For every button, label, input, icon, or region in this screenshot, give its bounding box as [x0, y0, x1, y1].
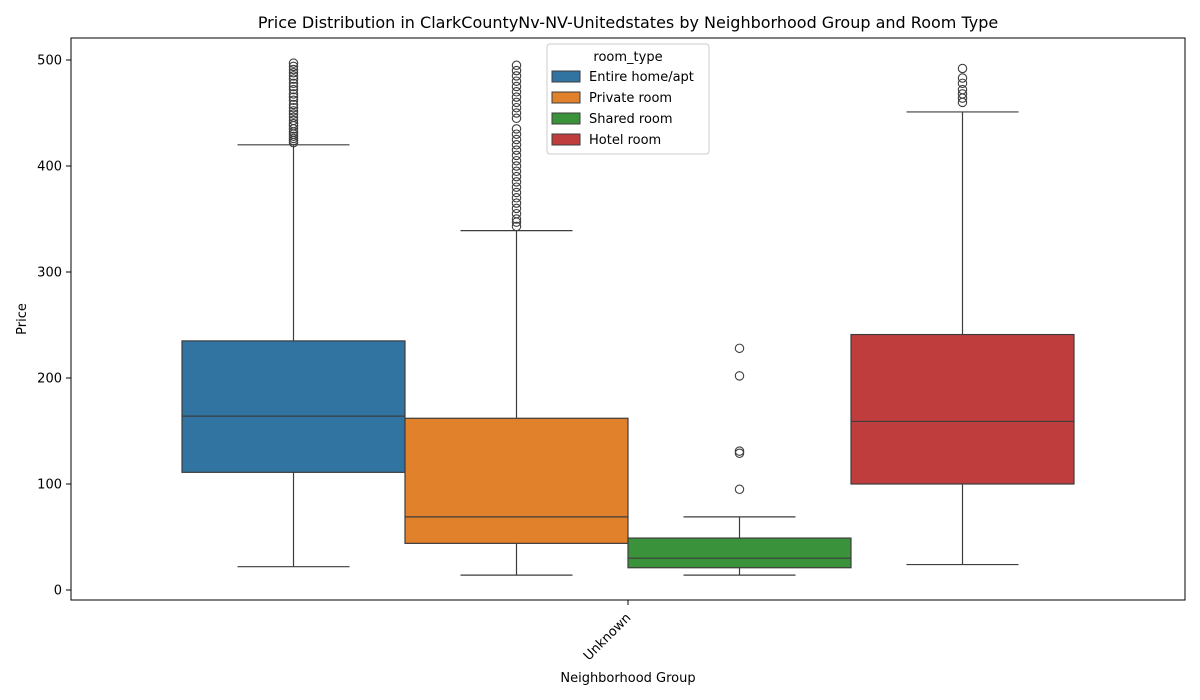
- legend-swatch: [551, 91, 581, 104]
- y-tick-label: 500: [37, 54, 62, 69]
- outlier-point: [734, 484, 745, 495]
- outlier-point: [511, 140, 522, 150]
- y-tick-label: 200: [37, 372, 62, 387]
- legend-swatch: [551, 70, 581, 83]
- outlier-point: [288, 89, 299, 99]
- outlier-point: [511, 60, 522, 71]
- outlier-point: [511, 187, 522, 198]
- iqr-box: [181, 340, 406, 473]
- box-group: [404, 60, 629, 576]
- y-tick-label: 400: [37, 160, 62, 175]
- outlier-point: [288, 106, 299, 116]
- outlier-point: [734, 446, 745, 456]
- outlier-point: [511, 145, 522, 155]
- legend-title: room_type: [593, 50, 662, 65]
- outlier-point: [511, 203, 522, 214]
- plot-area: [181, 58, 1075, 576]
- outlier-point: [511, 87, 522, 97]
- outlier-point: [288, 61, 299, 72]
- outlier-point: [288, 74, 299, 84]
- outlier-point: [511, 124, 522, 134]
- outlier-point: [511, 76, 522, 86]
- legend: room_type Entire home/apt Private room Shar…: [546, 43, 710, 155]
- x-tick-label: Unknown: [581, 611, 634, 664]
- outlier-point: [288, 99, 299, 110]
- outlier-point: [511, 92, 522, 102]
- outlier-point: [288, 58, 299, 68]
- y-tick-label: 100: [37, 478, 62, 493]
- y-tick-label: 300: [37, 266, 62, 281]
- outlier-point: [511, 155, 522, 166]
- outlier-point: [511, 208, 522, 219]
- legend-swatch: [551, 112, 581, 125]
- outlier-point: [511, 81, 522, 92]
- outlier-point: [511, 129, 522, 139]
- legend-label: Entire home/apt: [589, 70, 694, 85]
- outlier-point: [288, 112, 299, 122]
- box-group: [181, 58, 406, 568]
- outlier-point: [288, 84, 299, 95]
- outlier-point: [511, 214, 522, 224]
- outlier-point: [288, 67, 299, 78]
- outlier-point: [288, 109, 299, 119]
- y-axis-label: Price: [15, 303, 30, 335]
- outlier-point: [511, 71, 522, 81]
- outlier-point: [511, 65, 522, 76]
- outlier-point: [288, 115, 299, 126]
- outlier-point: [957, 89, 968, 99]
- outlier-point: [511, 166, 522, 177]
- outlier-point: [957, 84, 968, 95]
- outlier-point: [511, 221, 522, 232]
- outlier-point: [511, 198, 522, 208]
- outlier-point: [957, 63, 968, 74]
- outlier-point: [511, 102, 522, 113]
- outlier-point: [288, 78, 299, 89]
- outlier-point: [511, 177, 522, 187]
- legend-swatch: [551, 133, 581, 146]
- outlier-point: [511, 171, 522, 182]
- box-group: [627, 343, 852, 576]
- legend-frame: [546, 43, 710, 155]
- outlier-point: [288, 118, 299, 129]
- outlier-point: [288, 71, 299, 81]
- legend-label: Hotel room: [589, 133, 661, 148]
- box-group: [850, 63, 1075, 566]
- outlier-point: [511, 161, 522, 171]
- outlier-point: [288, 92, 299, 102]
- outlier-point: [957, 78, 968, 89]
- outlier-point: [288, 81, 299, 92]
- outlier-point: [511, 150, 522, 161]
- outlier-point: [511, 113, 522, 124]
- x-axis-label: Neighborhood Group: [560, 671, 695, 686]
- iqr-box: [850, 333, 1075, 485]
- legend-label: Shared room: [589, 112, 673, 127]
- outlier-point: [734, 371, 745, 381]
- outlier-point: [511, 193, 522, 203]
- outlier-point: [288, 102, 299, 113]
- y-tick-label: 0: [54, 584, 62, 599]
- iqr-box: [627, 537, 852, 569]
- iqr-box: [404, 417, 629, 544]
- outlier-point: [511, 182, 522, 192]
- outlier-point: [957, 73, 968, 83]
- chart-title: Price Distribution in ClarkCountyNv-NV-U…: [258, 13, 998, 32]
- outlier-point: [511, 97, 522, 108]
- outlier-point: [511, 108, 522, 118]
- legend-label: Private room: [589, 91, 672, 106]
- outlier-point: [288, 95, 299, 106]
- outlier-point: [734, 343, 745, 354]
- outlier-point: [734, 448, 745, 459]
- outlier-point: [288, 64, 299, 75]
- outlier-point: [511, 134, 522, 145]
